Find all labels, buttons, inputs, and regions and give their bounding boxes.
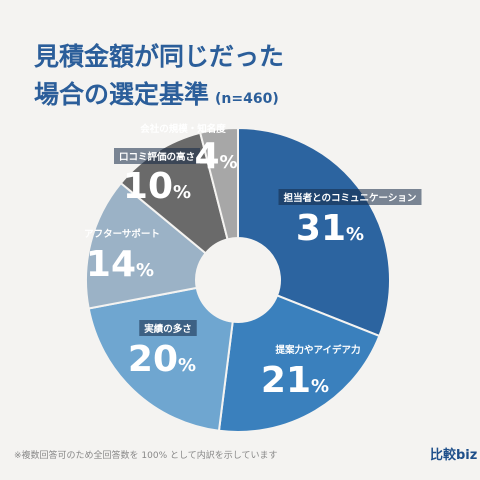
title-line-1: 見積金額が同じだった: [34, 42, 285, 71]
title-line-2: 場合の選定基準 (n=460): [34, 76, 284, 118]
brand-logo: 比較biz: [430, 448, 478, 463]
slice-label-4: 口コミ評価の高さ: [119, 151, 195, 163]
slice-label-group-4: 口コミ評価の高さ 10%: [114, 148, 200, 207]
slice-value-5: 4%: [194, 136, 237, 177]
slice-label-5: 会社の規模・知名度: [140, 123, 226, 135]
slice-value-2: 20%: [128, 339, 196, 380]
slice-3: [85, 181, 208, 310]
slice-label-bg-2: [139, 320, 197, 336]
slice-label-group-2: 実績の多さ 20%: [128, 320, 197, 380]
slice-label-bg-4: [114, 148, 200, 164]
sample-size: (n=460): [215, 91, 279, 107]
chart-title: 見積金額が同じだった 場合の選定基準 (n=460): [34, 38, 284, 118]
title-line-2-text: 場合の選定基準: [34, 80, 210, 109]
slice-0: [237, 126, 391, 338]
footnote: ※複数回答可のため全回答数を 100% として内訳を示しています: [14, 451, 278, 461]
slice-value-4: 10%: [123, 166, 191, 207]
slice-5: [198, 126, 239, 241]
slice-label-3: アフターサポート: [84, 228, 160, 240]
slice-1: [217, 294, 381, 433]
slice-label-1: 提案力やアイデア力: [275, 344, 360, 356]
slice-label-bg-0: [278, 189, 422, 205]
slice-label-2: 実績の多さ: [144, 323, 192, 335]
slice-label-0: 担当者とのコミュニケーション: [284, 192, 417, 204]
